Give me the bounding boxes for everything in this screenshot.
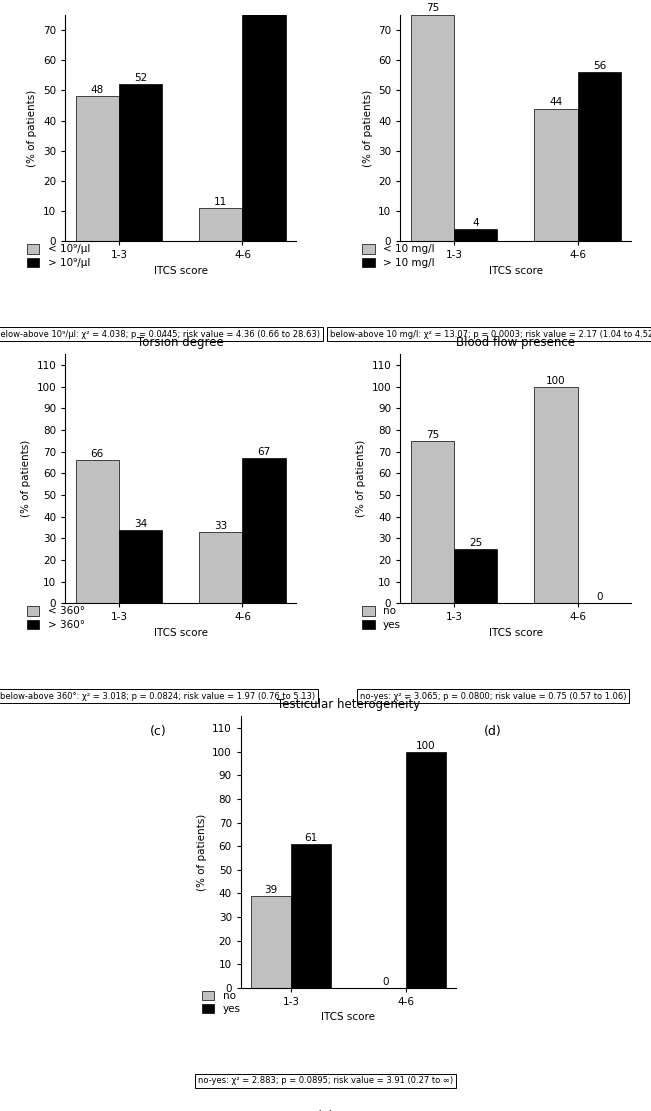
Text: 0: 0 (382, 977, 389, 987)
Legend: < 360°, > 360°: < 360°, > 360° (27, 607, 85, 630)
Y-axis label: (% of patients): (% of patients) (363, 90, 372, 167)
Text: 4: 4 (473, 218, 479, 228)
Title: Torsion degree: Torsion degree (137, 336, 224, 349)
Bar (242, 6, 286, 241)
Text: 66: 66 (90, 449, 104, 459)
Bar (76, 97, 119, 241)
Y-axis label: (% of patients): (% of patients) (197, 813, 206, 891)
Text: 44: 44 (549, 97, 562, 107)
Text: 61: 61 (304, 832, 318, 842)
Title: Blood flow presence: Blood flow presence (456, 336, 575, 349)
Text: (c): (c) (150, 725, 166, 739)
Text: 0: 0 (596, 592, 603, 602)
Text: 48: 48 (90, 84, 104, 94)
Text: (a): (a) (149, 363, 167, 377)
X-axis label: ITCS score: ITCS score (154, 628, 208, 638)
Bar (411, 441, 454, 603)
Text: 52: 52 (134, 73, 147, 83)
Legend: < 10⁹/μl, > 10⁹/μl: < 10⁹/μl, > 10⁹/μl (27, 244, 90, 268)
Bar (534, 109, 577, 241)
Text: no-yes: χ² = 2.883; p = 0.0895; risk value = 3.91 (0.27 to ∞): no-yes: χ² = 2.883; p = 0.0895; risk val… (198, 1077, 453, 1085)
Bar (242, 458, 286, 603)
Text: 56: 56 (592, 61, 606, 71)
Bar (199, 208, 242, 241)
Text: 33: 33 (214, 521, 227, 531)
Text: 75: 75 (426, 430, 439, 440)
Y-axis label: (% of patients): (% of patients) (356, 440, 366, 518)
X-axis label: ITCS score: ITCS score (154, 266, 208, 276)
Y-axis label: (% of patients): (% of patients) (27, 90, 37, 167)
Bar (534, 387, 577, 603)
Text: 39: 39 (264, 884, 277, 894)
Text: (d): (d) (484, 725, 502, 739)
Text: below-above 10 mg/l: χ² = 13.07; p = 0.0003; risk value = 2.17 (1.04 to 4.52): below-above 10 mg/l: χ² = 13.07; p = 0.0… (330, 330, 651, 339)
Bar (411, 16, 454, 241)
Bar (76, 460, 119, 603)
Text: 11: 11 (214, 197, 227, 207)
Text: no-yes: χ² = 3.065; p = 0.0800; risk value = 0.75 (0.57 to 1.06): no-yes: χ² = 3.065; p = 0.0800; risk val… (360, 691, 626, 701)
X-axis label: ITCS score: ITCS score (489, 266, 543, 276)
Text: 100: 100 (546, 376, 566, 386)
Bar (291, 844, 331, 988)
Text: below-above 10⁹/μl: χ² = 4.038; p = 0.0445; risk value = 4.36 (0.66 to 28.63): below-above 10⁹/μl: χ² = 4.038; p = 0.04… (0, 330, 320, 339)
Y-axis label: (% of patients): (% of patients) (21, 440, 31, 518)
Bar (119, 530, 162, 603)
Text: below-above 360°: χ² = 3.018; p = 0.0824; risk value = 1.97 (0.76 to 5.13): below-above 360°: χ² = 3.018; p = 0.0824… (0, 691, 316, 701)
Legend: no, yes: no, yes (362, 607, 401, 630)
Text: 67: 67 (257, 447, 271, 457)
Title: Testicular heterogeneity: Testicular heterogeneity (277, 698, 420, 711)
Bar (577, 72, 621, 241)
Text: 34: 34 (134, 519, 147, 529)
Bar (199, 532, 242, 603)
Bar (454, 549, 497, 603)
Text: 25: 25 (469, 538, 482, 548)
Text: 100: 100 (416, 741, 436, 751)
Bar (406, 752, 446, 988)
Legend: no, yes: no, yes (202, 991, 241, 1014)
Bar (454, 229, 497, 241)
X-axis label: ITCS score: ITCS score (489, 628, 543, 638)
Legend: < 10 mg/l, > 10 mg/l: < 10 mg/l, > 10 mg/l (362, 244, 435, 268)
Bar (119, 84, 162, 241)
Bar (251, 895, 291, 988)
Text: 75: 75 (426, 3, 439, 13)
Text: (b): (b) (484, 363, 502, 377)
X-axis label: ITCS score: ITCS score (322, 1012, 375, 1022)
